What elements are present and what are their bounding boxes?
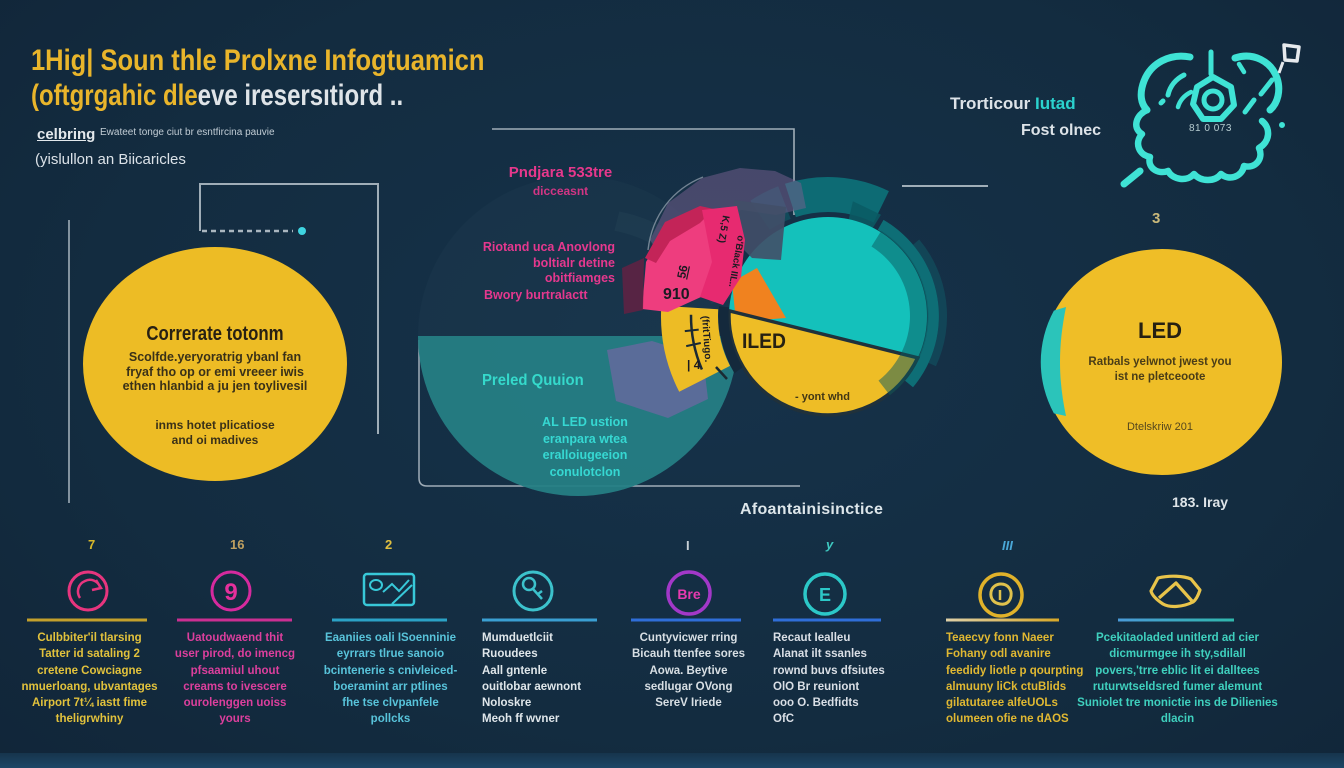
svg-text:| 4: | 4 xyxy=(687,358,701,372)
svg-text:9: 9 xyxy=(224,579,237,606)
svg-text:56: 56 xyxy=(674,263,691,279)
svg-text:(fritTiugo.: (fritTiugo. xyxy=(699,315,713,362)
svg-text:K,5 Z): K,5 Z) xyxy=(715,214,731,243)
svg-text:Bre: Bre xyxy=(677,586,701,602)
svg-text:910: 910 xyxy=(663,286,690,303)
svg-text:81 0 073: 81 0 073 xyxy=(1189,123,1232,134)
svg-text:E: E xyxy=(819,585,831,605)
